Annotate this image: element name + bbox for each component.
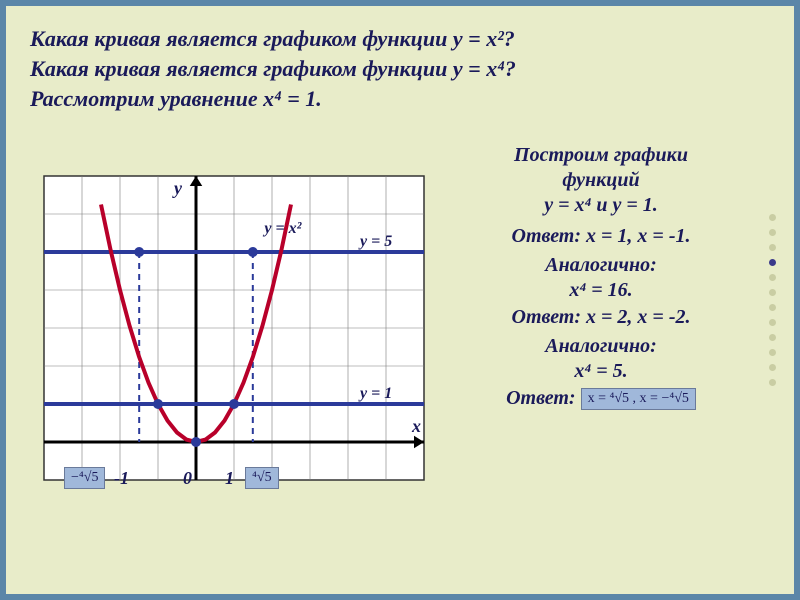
right-column: Построим графики функций у = х⁴ и у = 1.… [436, 142, 766, 412]
stage: Какая кривая является графиком функции у… [6, 6, 794, 594]
analog2: Аналогично: [436, 335, 766, 358]
build-line3: у = х⁴ и у = 1. [436, 194, 766, 217]
chart-svg: х у у = 5 у = 1 у = х² [34, 166, 454, 510]
label-neg1: -1 [114, 468, 129, 489]
analog1: Аналогично: [436, 254, 766, 277]
label-zero: 0 [183, 468, 192, 489]
titles: Какая кривая является графиком функции у… [6, 6, 794, 112]
eq3: х⁴ = 5. [436, 360, 766, 383]
svg-text:у = 5: у = 5 [358, 233, 392, 250]
nav-dot[interactable] [769, 379, 776, 386]
nav-dot[interactable] [769, 364, 776, 371]
answer3-text: Ответ: [506, 387, 581, 409]
nav-dot[interactable] [769, 349, 776, 356]
svg-text:у: у [172, 178, 183, 198]
svg-text:у = 1: у = 1 [358, 385, 392, 402]
question1: Какая кривая является графиком функции у… [30, 26, 770, 52]
answer2: Ответ: х = 2, х = -2. [436, 306, 766, 329]
svg-text:у = х²: у = х² [262, 220, 302, 237]
nav-dot[interactable] [769, 319, 776, 326]
nav-dot-active[interactable] [769, 259, 776, 266]
answer3-label: Ответ: x = ⁴√5 , x = −⁴√5 [436, 387, 766, 410]
nav-dot[interactable] [769, 214, 776, 221]
nav-dot[interactable] [769, 229, 776, 236]
label-pos1: 1 [225, 468, 234, 489]
build-line1: Построим графики [436, 144, 766, 167]
answer1: Ответ: х = 1, х = -1. [436, 225, 766, 248]
answer3-img: x = ⁴√5 , x = −⁴√5 [581, 388, 696, 410]
nav-dot[interactable] [769, 244, 776, 251]
neg-root: −⁴√5 [64, 467, 105, 489]
consider-line: Рассмотрим уравнение х⁴ = 1. [30, 86, 770, 112]
neg-root-box: −⁴√5 [64, 467, 105, 489]
question2: Какая кривая является графиком функции у… [30, 56, 770, 82]
build-line2: функций [436, 169, 766, 192]
dot-nav [769, 214, 776, 386]
pos-root-box: ⁴√5 [245, 467, 279, 489]
nav-dot[interactable] [769, 304, 776, 311]
pos-root: ⁴√5 [245, 467, 279, 489]
svg-text:х: х [411, 416, 421, 436]
nav-dot[interactable] [769, 289, 776, 296]
eq2: х⁴ = 16. [436, 279, 766, 302]
nav-dot[interactable] [769, 334, 776, 341]
chart: х у у = 5 у = 1 у = х² [34, 166, 454, 515]
nav-dot[interactable] [769, 274, 776, 281]
